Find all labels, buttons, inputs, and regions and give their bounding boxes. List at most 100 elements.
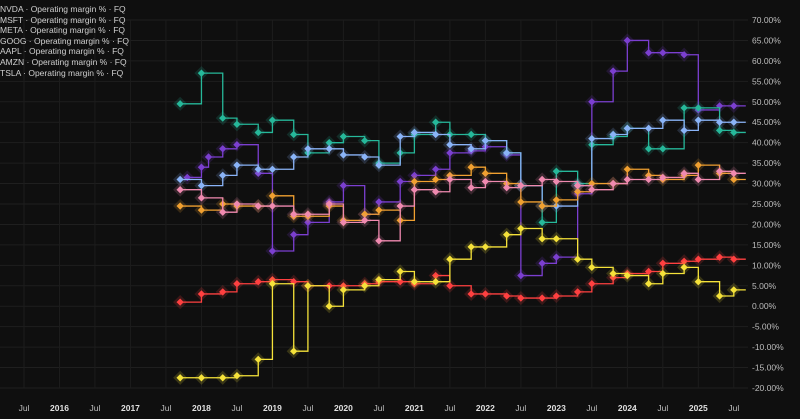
data-point[interactable] <box>339 286 348 294</box>
data-point[interactable] <box>197 163 206 171</box>
data-point[interactable] <box>176 298 184 306</box>
data-point[interactable] <box>219 288 227 296</box>
data-point[interactable] <box>219 114 227 122</box>
data-point[interactable] <box>432 165 440 173</box>
legend-item-meta[interactable]: META · Operating margin % · FQ <box>0 25 126 36</box>
data-point[interactable] <box>609 179 617 188</box>
data-point[interactable] <box>538 235 546 243</box>
data-point[interactable] <box>254 355 262 364</box>
data-point[interactable] <box>659 259 667 267</box>
data-point[interactable] <box>254 169 262 178</box>
data-point[interactable] <box>644 171 653 180</box>
data-point[interactable] <box>361 282 369 290</box>
data-point[interactable] <box>467 243 475 251</box>
data-point[interactable] <box>552 253 561 261</box>
data-point[interactable] <box>538 294 546 302</box>
data-point[interactable] <box>325 302 333 310</box>
data-point[interactable] <box>268 165 277 173</box>
data-point[interactable] <box>481 136 490 145</box>
data-point[interactable] <box>730 255 738 263</box>
data-point[interactable] <box>268 116 277 124</box>
data-point[interactable] <box>410 278 419 286</box>
data-point[interactable] <box>481 290 490 298</box>
data-point[interactable] <box>552 177 561 186</box>
data-point[interactable] <box>680 126 688 135</box>
series-meta[interactable] <box>173 113 746 214</box>
data-point[interactable] <box>680 51 688 59</box>
data-point[interactable] <box>644 280 653 288</box>
data-point[interactable] <box>219 171 227 180</box>
data-point[interactable] <box>197 374 206 382</box>
data-point[interactable] <box>502 292 511 300</box>
data-point[interactable] <box>233 372 241 380</box>
data-point[interactable] <box>467 130 475 139</box>
data-point[interactable] <box>304 282 312 290</box>
data-point[interactable] <box>325 138 333 147</box>
data-point[interactable] <box>268 202 277 210</box>
data-point[interactable] <box>573 188 582 196</box>
data-point[interactable] <box>233 200 241 208</box>
data-point[interactable] <box>290 130 298 139</box>
data-point[interactable] <box>410 171 419 180</box>
data-point[interactable] <box>730 286 738 294</box>
data-point[interactable] <box>176 100 184 108</box>
series-goog[interactable] <box>173 158 746 228</box>
data-point[interactable] <box>325 145 333 153</box>
data-point[interactable] <box>573 288 582 296</box>
data-point[interactable] <box>432 271 440 280</box>
legend-item-msft[interactable]: MSFT · Operating margin % · FQ <box>0 14 126 25</box>
data-point[interactable] <box>588 186 596 194</box>
data-point[interactable] <box>694 278 702 286</box>
data-point[interactable] <box>659 269 667 278</box>
data-point[interactable] <box>375 275 383 284</box>
data-point[interactable] <box>609 269 617 278</box>
data-point[interactable] <box>588 263 596 272</box>
data-point[interactable] <box>176 175 184 184</box>
data-point[interactable] <box>304 145 312 153</box>
data-point[interactable] <box>446 255 454 263</box>
legend-item-nvda[interactable]: NVDA · Operating margin % · FQ <box>0 4 126 14</box>
data-point[interactable] <box>680 169 688 178</box>
data-point[interactable] <box>410 186 419 194</box>
series-tsla[interactable] <box>173 221 746 385</box>
data-point[interactable] <box>623 165 632 173</box>
data-point[interactable] <box>552 167 561 175</box>
data-point[interactable] <box>290 230 298 239</box>
data-point[interactable] <box>517 271 525 280</box>
data-point[interactable] <box>432 278 440 286</box>
data-point[interactable] <box>197 206 206 214</box>
data-point[interactable] <box>432 130 440 139</box>
data-point[interactable] <box>290 210 298 218</box>
data-point[interactable] <box>623 124 632 133</box>
data-point[interactable] <box>254 128 262 137</box>
data-point[interactable] <box>552 196 561 204</box>
data-point[interactable] <box>573 255 582 263</box>
data-point[interactable] <box>517 294 525 302</box>
data-point[interactable] <box>517 181 525 190</box>
data-point[interactable] <box>538 259 546 267</box>
data-point[interactable] <box>396 267 404 276</box>
series-aapl[interactable] <box>173 164 746 248</box>
data-point[interactable] <box>680 257 688 265</box>
data-point[interactable] <box>268 275 277 284</box>
legend-item-amzn[interactable]: AMZN · Operating margin % · FQ <box>0 56 127 67</box>
series-nvda[interactable] <box>180 33 746 283</box>
data-point[interactable] <box>659 145 667 153</box>
data-point[interactable] <box>396 132 404 141</box>
data-point[interactable] <box>659 49 667 57</box>
data-point[interactable] <box>538 202 546 210</box>
data-point[interactable] <box>219 208 227 216</box>
data-point[interactable] <box>715 292 724 300</box>
data-point[interactable] <box>552 235 561 243</box>
data-point[interactable] <box>680 104 688 112</box>
data-point[interactable] <box>233 280 241 288</box>
data-point[interactable] <box>432 118 440 126</box>
legend-item-tsla[interactable]: TSLA · Operating margin % · FQ <box>0 67 124 78</box>
data-point[interactable] <box>517 224 525 233</box>
data-point[interactable] <box>304 210 312 218</box>
data-point[interactable] <box>609 273 617 282</box>
data-point[interactable] <box>552 292 561 300</box>
data-point[interactable] <box>339 132 348 141</box>
data-point[interactable] <box>197 290 206 298</box>
data-point[interactable] <box>446 282 454 290</box>
